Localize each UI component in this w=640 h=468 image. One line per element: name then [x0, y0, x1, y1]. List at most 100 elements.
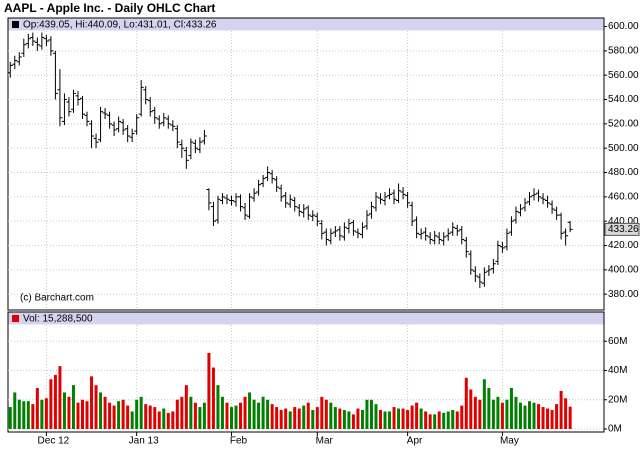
volume-bar — [162, 408, 166, 429]
volume-bar — [207, 352, 211, 429]
volume-bar — [311, 409, 315, 429]
volume-bar — [67, 396, 71, 429]
volume-bar — [415, 402, 419, 429]
volume-bar — [550, 409, 554, 429]
volume-bar — [473, 396, 477, 429]
volume-bar — [509, 388, 513, 429]
volume-bar — [230, 407, 233, 429]
y-tick-label: 560.00 — [608, 70, 639, 81]
volume-header: Vol: 15,288,500 — [23, 314, 93, 325]
volume-bar — [121, 399, 125, 429]
volume-bar — [347, 411, 351, 429]
volume-bar — [90, 376, 94, 429]
volume-bar — [148, 405, 152, 429]
volume-bar — [284, 408, 288, 429]
volume-bar — [397, 408, 401, 429]
volume-bar — [193, 402, 197, 429]
last-price-label: 433.26 — [608, 224, 639, 235]
volume-bar — [496, 396, 500, 429]
volume-bar — [401, 408, 405, 429]
volume-bar — [22, 401, 26, 429]
volume-bar — [460, 405, 464, 429]
volume-icon — [12, 315, 19, 322]
volume-bar — [202, 402, 206, 429]
volume-bar — [275, 407, 279, 429]
y-tick-label: 380.00 — [608, 289, 639, 300]
volume-bar — [419, 408, 423, 429]
volume-bar — [225, 402, 229, 429]
volume-bar — [53, 374, 57, 429]
volume-bar — [211, 367, 215, 429]
volume-bar — [62, 392, 66, 429]
volume-panel — [7, 311, 605, 433]
volume-bar — [546, 408, 550, 429]
volume-bar — [76, 402, 80, 429]
volume-bar — [261, 396, 265, 429]
volume-bar — [157, 411, 161, 429]
volume-bar — [49, 379, 53, 429]
y-tick-label: 500.00 — [608, 143, 639, 154]
volume-bar — [360, 409, 364, 429]
volume-bar — [564, 398, 568, 429]
volume-bar — [487, 388, 491, 429]
volume-bar — [433, 414, 437, 429]
y-tick-label: 600.00 — [608, 21, 639, 32]
volume-bar — [71, 385, 75, 429]
volume-bar — [257, 402, 261, 429]
volume-bar — [135, 399, 139, 429]
volume-bar — [320, 396, 324, 429]
volume-bar — [266, 399, 270, 429]
volume-bar — [379, 409, 382, 429]
volume-bar — [428, 414, 432, 429]
price-icon — [12, 21, 19, 28]
volume-bar — [17, 399, 21, 429]
volume-bar — [189, 396, 193, 429]
volume-bar — [383, 411, 387, 429]
volume-bar — [478, 399, 482, 429]
volume-bar — [514, 396, 518, 429]
volume-bar — [518, 402, 522, 429]
volume-bar — [374, 404, 378, 429]
volume-bar — [279, 409, 283, 429]
volume-bar — [13, 392, 17, 429]
price-header: Op:439.05, Hi:440.09, Lo:431.01, Cl:433.… — [23, 20, 217, 31]
y-tick-label: 0M — [608, 424, 622, 435]
volume-bar — [144, 404, 148, 429]
volume-bar — [198, 407, 202, 429]
y-tick-label: 440.00 — [608, 216, 639, 227]
volume-bar — [171, 411, 175, 429]
volume-bar — [406, 409, 410, 429]
volume-bar — [85, 401, 89, 429]
volume-bar — [392, 407, 396, 429]
volume-bar — [35, 388, 39, 429]
x-tick-label: Apr — [407, 436, 423, 447]
y-tick-label: 580.00 — [608, 45, 639, 56]
volume-bar — [469, 389, 473, 429]
volume-bar — [297, 408, 301, 429]
volume-bar — [44, 398, 48, 429]
y-tick-label: 60M — [608, 336, 627, 347]
plot-layer: Dec 12 Jan 13 Feb Mar Apr May 380.00 400.00 420.… — [7, 21, 640, 447]
volume-bar — [184, 385, 188, 429]
volume-bar — [523, 405, 527, 429]
volume-bar — [369, 399, 373, 429]
volume-bar — [248, 392, 252, 429]
volume-bar — [180, 396, 184, 429]
x-tick-label: Jan 13 — [129, 436, 159, 447]
last-price-box — [604, 222, 640, 236]
x-tick-label: Mar — [316, 436, 334, 447]
volume-bar — [315, 407, 319, 429]
volume-bar — [541, 407, 545, 429]
volume-bar — [302, 405, 306, 429]
volume-bar — [293, 407, 297, 429]
volume-bar — [103, 396, 107, 429]
volume-bar — [455, 411, 459, 429]
volume-bar — [288, 411, 292, 429]
x-tick-label: Feb — [230, 436, 248, 447]
chart-title: AAPL - Apple Inc. - Daily OHLC Chart — [4, 1, 215, 15]
volume-bar — [451, 409, 455, 429]
volume-bar — [555, 404, 559, 429]
volume-bar — [153, 407, 157, 429]
volume-bar — [329, 402, 333, 429]
volume-bar — [306, 402, 310, 429]
